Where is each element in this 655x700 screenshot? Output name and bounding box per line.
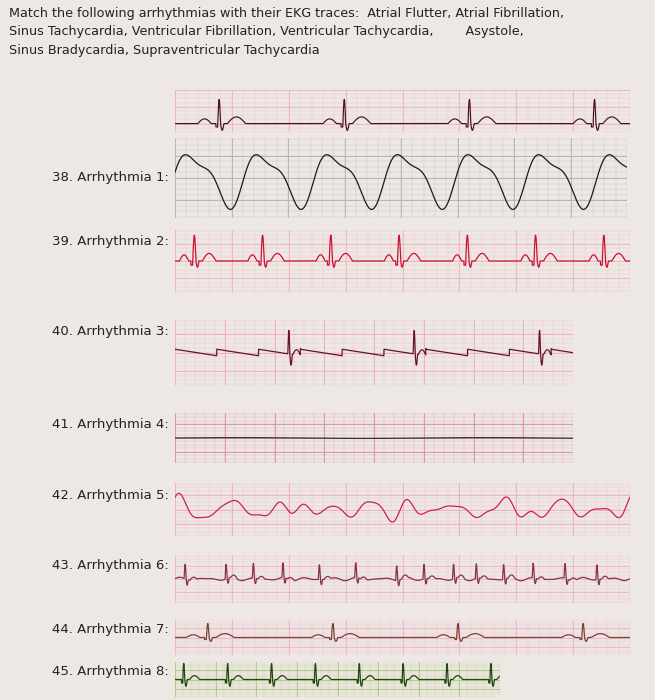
Text: 43. Arrhythmia 6:: 43. Arrhythmia 6: [52,559,169,573]
Text: 39. Arrhythmia 2:: 39. Arrhythmia 2: [52,234,169,248]
Text: 38. Arrhythmia 1:: 38. Arrhythmia 1: [52,172,169,185]
Text: 41. Arrhythmia 4:: 41. Arrhythmia 4: [52,419,169,431]
Text: 42. Arrhythmia 5:: 42. Arrhythmia 5: [52,489,169,501]
Text: 45. Arrhythmia 8:: 45. Arrhythmia 8: [52,666,169,678]
Text: 44. Arrhythmia 7:: 44. Arrhythmia 7: [52,624,169,636]
Text: 40. Arrhythmia 3:: 40. Arrhythmia 3: [52,326,169,339]
Text: Match the following arrhythmias with their EKG traces:  Atrial Flutter, Atrial F: Match the following arrhythmias with the… [9,7,564,57]
